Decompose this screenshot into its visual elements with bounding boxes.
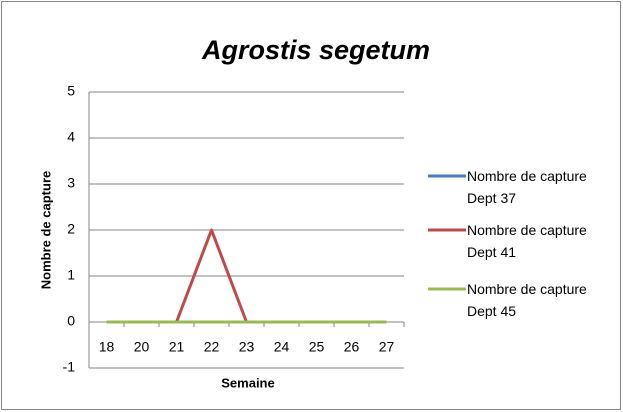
x-tick-label: 25 [309, 339, 325, 355]
x-tick-label: 27 [379, 339, 395, 355]
y-tick-label: 0 [67, 313, 75, 329]
x-axis-label: Semaine [221, 375, 274, 390]
y-axis-label: Nombre de capture [38, 171, 53, 289]
x-tick-label: 22 [204, 339, 220, 355]
y-tick-label: 5 [67, 83, 75, 99]
legend-entry: Nombre de capture Dept 37 [467, 168, 587, 206]
y-tick-label: -1 [63, 359, 76, 375]
x-tick-label: 24 [274, 339, 290, 355]
y-tick-label: 1 [67, 267, 75, 283]
x-tick-label: 21 [169, 339, 185, 355]
x-tick-label: 26 [344, 339, 360, 355]
y-tick-label: 4 [67, 129, 75, 145]
y-tick-label: 2 [67, 221, 75, 237]
legend-entry: Nombre de capture Dept 45 [467, 281, 587, 319]
x-tick-label: 23 [239, 339, 255, 355]
legend-entry: Nombre de capture Dept 41 [467, 222, 587, 260]
legend-label: Nombre de capture Dept 41 [467, 222, 587, 260]
legend-label: Nombre de capture Dept 37 [467, 168, 587, 206]
x-tick-label: 20 [134, 339, 150, 355]
chart-title: Agrostis segetum [201, 35, 430, 65]
legend-label: Nombre de capture Dept 45 [467, 281, 587, 319]
x-tick-label: 18 [99, 339, 115, 355]
y-tick-label: 3 [67, 175, 75, 191]
